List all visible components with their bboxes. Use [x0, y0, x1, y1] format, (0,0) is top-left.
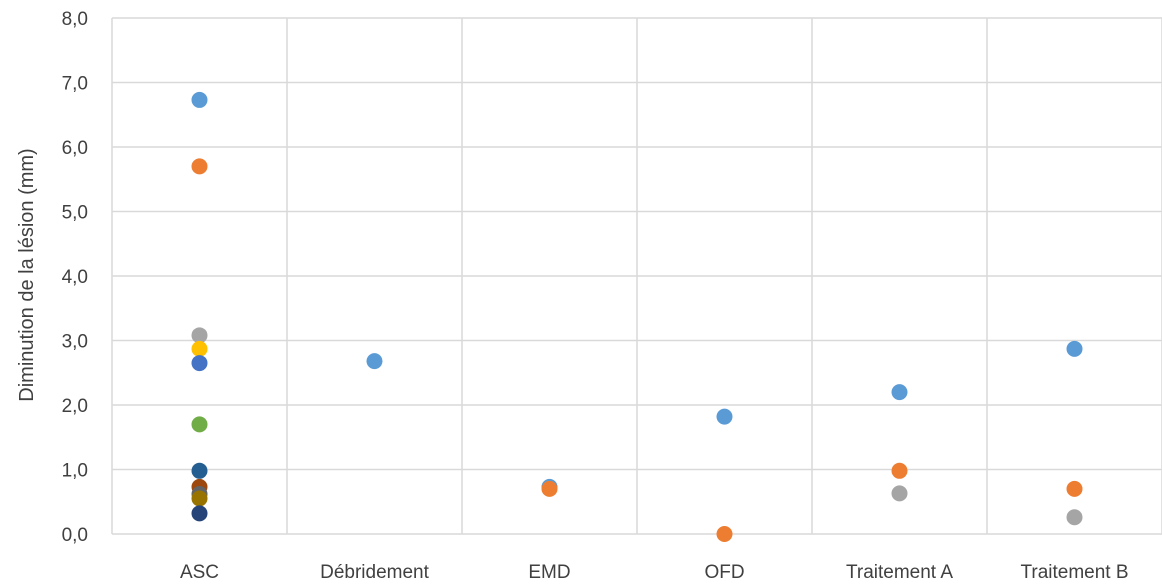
y-axis-tick-labels: 0,0 1,0 2,0 3,0 4,0 5,0 6,0 7,0 8,0 — [62, 9, 88, 546]
data-point — [891, 462, 908, 479]
data-point — [366, 353, 383, 370]
x-axis-tick-labels: ASC Débridement EMD OFD Traitement A Traiteme… — [180, 562, 1129, 583]
x-tick-label: ASC — [180, 562, 219, 583]
data-point — [1066, 509, 1083, 526]
data-point — [191, 327, 208, 344]
data-point — [891, 384, 908, 401]
y-tick-label: 1,0 — [62, 461, 88, 482]
data-point — [1066, 480, 1083, 497]
x-tick-label: OFD — [704, 562, 744, 583]
x-tick-label: Traitement A — [846, 562, 953, 583]
y-axis-title: Diminution de la lésion (mm) — [16, 148, 38, 401]
data-point — [191, 505, 208, 522]
y-tick-label: 7,0 — [62, 74, 88, 95]
data-point — [716, 526, 733, 542]
grid-lines — [111, 17, 1162, 535]
data-point — [191, 490, 208, 507]
y-tick-label: 5,0 — [62, 203, 88, 224]
data-point — [191, 158, 208, 175]
data-point — [191, 91, 208, 108]
data-point — [191, 416, 208, 433]
data-point — [891, 485, 908, 502]
y-tick-label: 0,0 — [62, 525, 88, 546]
y-tick-label: 6,0 — [62, 138, 88, 159]
data-point — [191, 355, 208, 372]
data-point — [541, 480, 558, 497]
data-points — [191, 91, 1083, 542]
y-tick-label: 8,0 — [62, 9, 88, 30]
y-tick-label: 2,0 — [62, 396, 88, 417]
data-point — [191, 340, 208, 357]
data-point — [716, 408, 733, 425]
x-tick-label: Débridement — [320, 562, 429, 583]
data-point — [191, 462, 208, 479]
y-tick-label: 3,0 — [62, 332, 88, 353]
y-tick-label: 4,0 — [62, 267, 88, 288]
x-tick-label: EMD — [528, 562, 570, 583]
data-point — [1066, 340, 1083, 357]
x-tick-label: Traitement B — [1020, 562, 1128, 583]
